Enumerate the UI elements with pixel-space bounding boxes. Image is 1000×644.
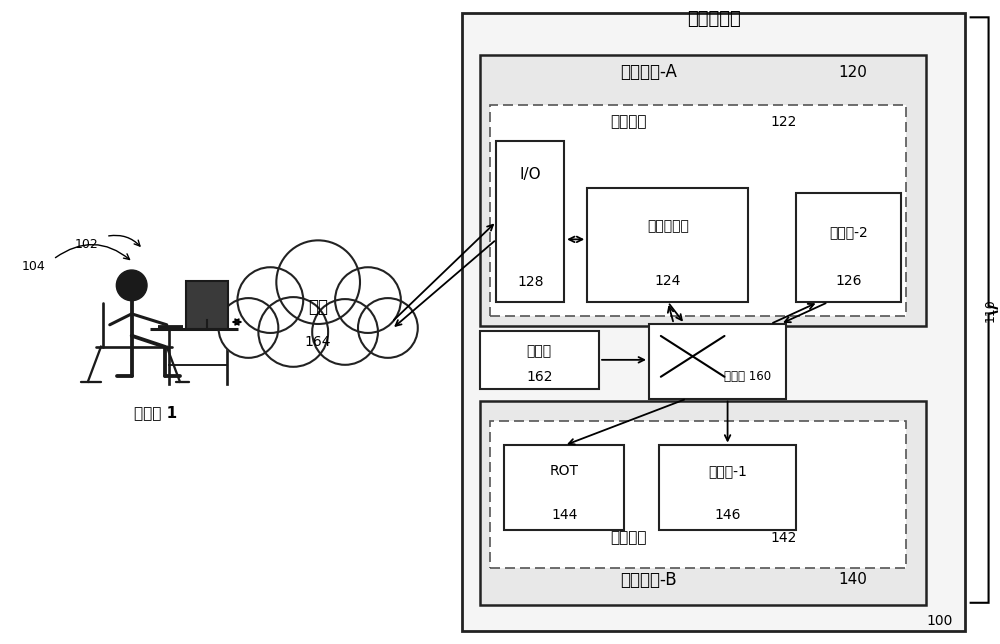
FancyBboxPatch shape <box>490 105 906 316</box>
Text: 100: 100 <box>927 614 953 628</box>
Text: ROT: ROT <box>550 464 579 478</box>
Circle shape <box>358 298 418 358</box>
Text: 恢复后端: 恢复后端 <box>611 531 647 545</box>
Text: 124: 124 <box>655 274 681 288</box>
FancyBboxPatch shape <box>480 55 926 326</box>
Text: 144: 144 <box>551 508 577 522</box>
FancyBboxPatch shape <box>504 446 624 530</box>
Circle shape <box>116 270 147 301</box>
Text: 162: 162 <box>526 370 553 384</box>
Circle shape <box>237 267 303 333</box>
Text: 164: 164 <box>305 335 331 349</box>
Text: 128: 128 <box>517 275 544 289</box>
Text: 122: 122 <box>770 115 797 129</box>
Text: 120: 120 <box>839 64 868 80</box>
FancyBboxPatch shape <box>659 446 796 530</box>
Circle shape <box>335 267 401 333</box>
Circle shape <box>258 297 328 367</box>
FancyBboxPatch shape <box>462 14 965 630</box>
Text: 104: 104 <box>21 260 45 273</box>
FancyBboxPatch shape <box>480 331 599 389</box>
FancyBboxPatch shape <box>649 324 786 399</box>
FancyBboxPatch shape <box>796 193 901 302</box>
Circle shape <box>312 299 378 365</box>
Text: 142: 142 <box>770 531 797 545</box>
Text: 切换器 160: 切换器 160 <box>724 370 771 383</box>
FancyBboxPatch shape <box>587 187 748 302</box>
Text: 存储器-2: 存储器-2 <box>829 225 868 240</box>
Text: 云计算系统: 云计算系统 <box>687 10 741 28</box>
FancyBboxPatch shape <box>490 421 906 568</box>
Circle shape <box>276 240 360 324</box>
Text: 客户端 1: 客户端 1 <box>134 406 177 421</box>
Text: 102: 102 <box>74 238 98 251</box>
Text: 140: 140 <box>839 573 868 587</box>
Text: 服务处理器: 服务处理器 <box>647 220 689 233</box>
Text: 存储器-1: 存储器-1 <box>708 464 747 478</box>
FancyBboxPatch shape <box>496 141 564 302</box>
Text: 服务前端: 服务前端 <box>611 115 647 129</box>
FancyBboxPatch shape <box>480 401 926 605</box>
Text: 126: 126 <box>835 274 862 288</box>
Text: 146: 146 <box>714 508 741 522</box>
Text: 计算设备-B: 计算设备-B <box>621 571 677 589</box>
Text: 110: 110 <box>984 298 997 322</box>
Text: 计算设备-A: 计算设备-A <box>620 63 677 81</box>
Text: 网络: 网络 <box>308 298 328 316</box>
Text: I/O: I/O <box>520 167 541 182</box>
Circle shape <box>219 298 278 358</box>
Text: 控制器: 控制器 <box>527 344 552 358</box>
FancyBboxPatch shape <box>186 281 228 329</box>
